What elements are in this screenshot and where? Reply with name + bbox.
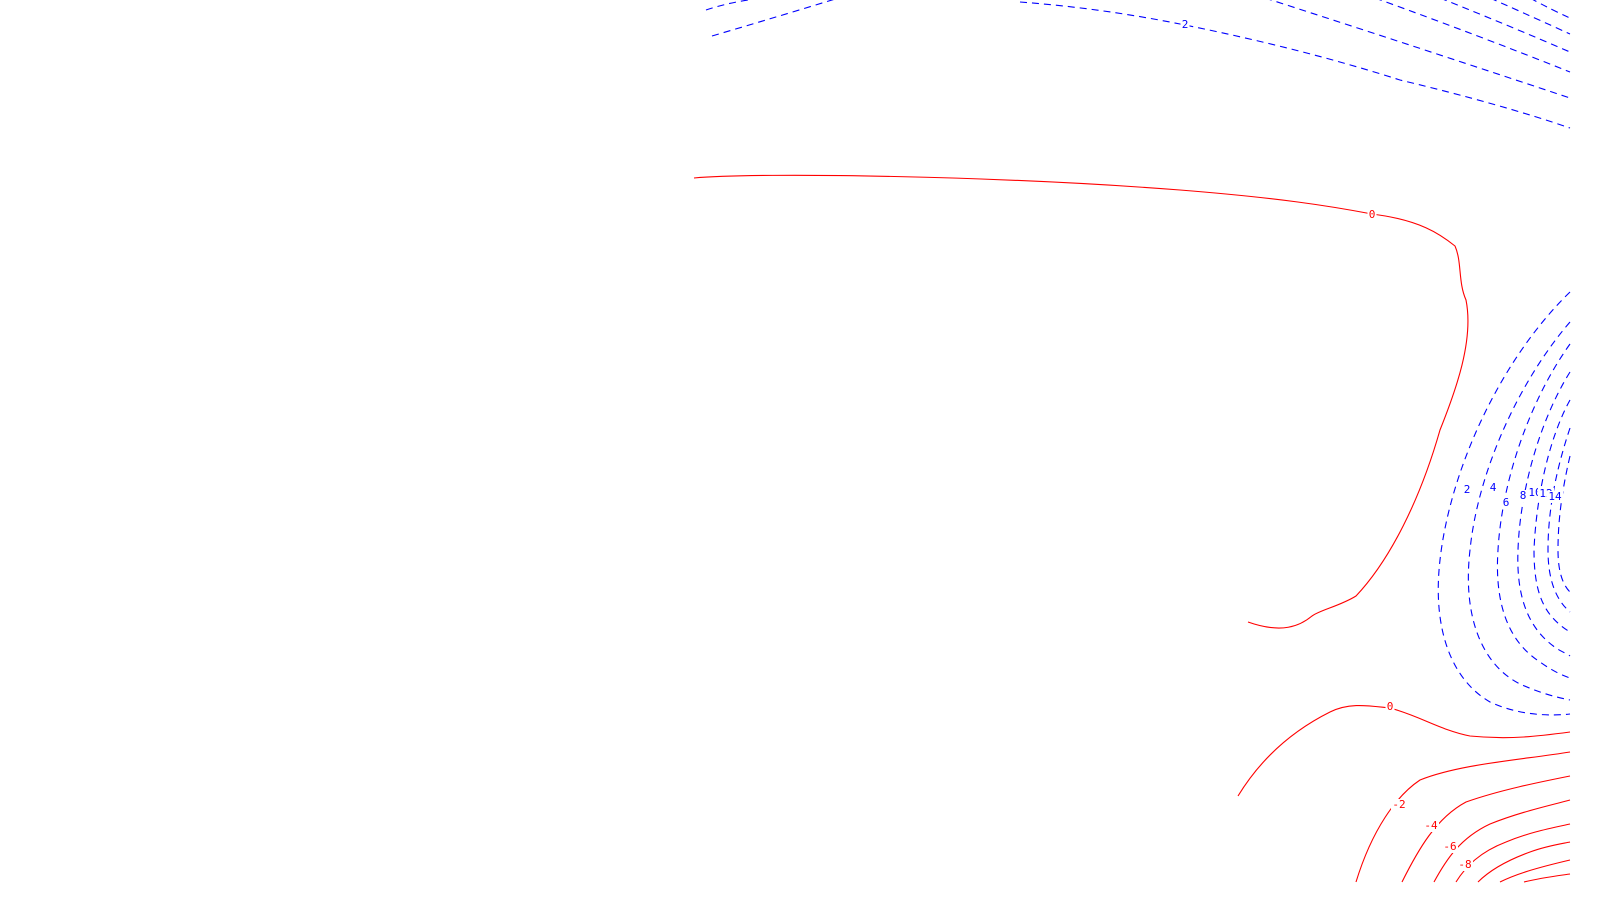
contour-line-top-2 — [711, 0, 834, 37]
contour-label-bg-blue-14 — [1547, 491, 1563, 503]
contour-label-bg-blue-2 — [1462, 484, 1472, 496]
contour-line-neg14 — [1523, 873, 1571, 883]
contour-label-bg-red-lower-0 — [1385, 701, 1395, 713]
contour-label-bg-red-neg4 — [1423, 820, 1439, 832]
contour-label-blue-2: 2 — [1464, 483, 1471, 496]
contour-label-bg-blue-top-2 — [1180, 19, 1190, 31]
contour-line-neg12 — [1499, 859, 1571, 883]
contour-line-top-1 — [705, 0, 752, 11]
contour-label-red-lower-0: 0 — [1387, 700, 1394, 713]
contour-label-red-neg8: -8 — [1458, 858, 1471, 871]
contour-line-neg4 — [1401, 775, 1571, 883]
contour-label-red-neg6: -6 — [1443, 840, 1456, 853]
contour-label-bg-blue-4 — [1488, 482, 1498, 494]
contour-line-zero-upper — [693, 174, 1469, 629]
contour-label-red-upper-0: 0 — [1369, 208, 1376, 221]
contour-label-blue-8: 8 — [1520, 489, 1527, 502]
contour-label-blue-6: 6 — [1503, 496, 1510, 509]
contour-label-blue-4: 4 — [1490, 481, 1497, 494]
contour-label-bg-red-neg6 — [1442, 841, 1458, 853]
contour-line-10 — [1533, 399, 1571, 633]
contour-label-bg-blue-8 — [1518, 490, 1528, 502]
contour-label-bg-blue-6 — [1501, 497, 1511, 509]
contour-label-blue-top-2: 2 — [1182, 18, 1189, 31]
contour-label-bg-red-upper-0 — [1367, 209, 1377, 221]
contour-line-neg10 — [1477, 841, 1571, 883]
contour-line-top-4 — [1269, 0, 1571, 99]
contour-label-red-neg2: -2 — [1392, 798, 1405, 811]
contour-line-neg6 — [1433, 799, 1571, 883]
contour-line-4 — [1467, 321, 1571, 701]
contour-line-top-8 — [1532, 0, 1571, 19]
contour-line-2 — [1437, 291, 1571, 716]
contour-line-12 — [1547, 427, 1571, 613]
contour-line-6 — [1496, 343, 1571, 679]
contour-label-red-neg4: -4 — [1424, 819, 1438, 832]
contour-line-top-3 — [1019, 1, 1571, 129]
contour-line-top-5 — [1378, 0, 1571, 73]
contour-label-blue-14: 14 — [1548, 490, 1562, 503]
contour-line-neg2 — [1355, 751, 1571, 883]
contour-line-14 — [1557, 455, 1571, 593]
contour-line-8 — [1517, 371, 1571, 657]
contour-label-bg-red-neg8 — [1457, 859, 1473, 871]
contour-label-bg-red-neg2 — [1391, 799, 1407, 811]
contour-line-top-6 — [1443, 0, 1571, 53]
